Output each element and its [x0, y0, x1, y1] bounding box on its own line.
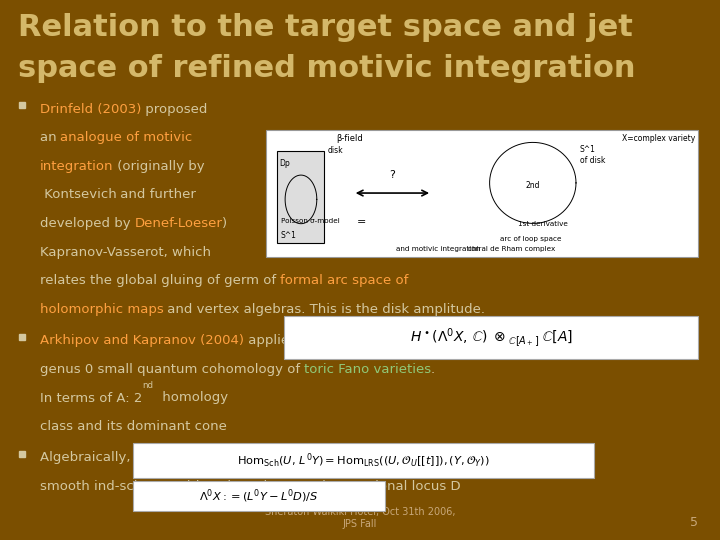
Text: relates the global gluing of germ of: relates the global gluing of germ of: [40, 274, 280, 287]
Text: Arkhipov and Kapranov (2004): Arkhipov and Kapranov (2004): [40, 334, 243, 347]
Text: class and its dominant cone: class and its dominant cone: [40, 420, 227, 433]
Text: ind-scheme with toric action S and exceptional locus D: ind-scheme with toric action S and excep…: [94, 480, 460, 493]
Text: holomorphic maps: holomorphic maps: [40, 303, 163, 316]
Text: analogue of motivic: analogue of motivic: [60, 131, 193, 144]
Text: formal arc space of: formal arc space of: [280, 274, 408, 287]
Text: 1st derivative: 1st derivative: [518, 221, 568, 227]
Text: integration: integration: [40, 160, 113, 173]
Text: Kontsevich: Kontsevich: [40, 188, 117, 201]
Bar: [284, 316, 698, 359]
Text: developed by: developed by: [40, 217, 135, 230]
Text: =: =: [356, 217, 366, 227]
Text: smooth: smooth: [40, 480, 94, 493]
Text: Relation to the target space and jet: Relation to the target space and jet: [18, 14, 633, 43]
Bar: [277, 151, 324, 243]
Text: 5: 5: [690, 516, 698, 529]
Text: Algebraically, it is described by: Algebraically, it is described by: [40, 451, 253, 464]
Bar: [133, 443, 594, 478]
Text: .: .: [431, 363, 435, 376]
Text: homology: homology: [158, 392, 228, 404]
Text: Dp: Dp: [279, 159, 290, 168]
Text: (originally by: (originally by: [113, 160, 204, 173]
Bar: [266, 130, 698, 256]
Bar: [133, 481, 385, 511]
Text: toric Fano varieties: toric Fano varieties: [304, 363, 431, 376]
Text: arc of loop space: arc of loop space: [500, 236, 562, 242]
Text: Poisson σ-model: Poisson σ-model: [281, 218, 340, 224]
Text: space of refined motivic integration: space of refined motivic integration: [18, 54, 636, 83]
Text: of formally: of formally: [424, 451, 500, 464]
Text: disk: disk: [328, 146, 343, 155]
Text: Kapranov-Vasserot, which: Kapranov-Vasserot, which: [40, 246, 210, 259]
Text: of disk: of disk: [580, 156, 605, 165]
Text: Denef-Loeser: Denef-Loeser: [135, 217, 222, 230]
Text: $\Lambda^0 X:=(L^0Y-L^0D)/S$: $\Lambda^0 X:=(L^0Y-L^0D)/S$: [199, 487, 319, 505]
Text: applied this method to compute the: applied this method to compute the: [243, 334, 489, 347]
Text: Sheraton Waikiki Hotel, Oct 31th 2006,
JPS Fall: Sheraton Waikiki Hotel, Oct 31th 2006, J…: [265, 507, 455, 529]
Text: $\mathrm{Hom}_{\mathrm{Sch}}(U,\,L^0Y)=\mathrm{Hom}_{\mathrm{LRS}}((U,\mathcal{O: $\mathrm{Hom}_{\mathrm{Sch}}(U,\,L^0Y)=\…: [238, 451, 490, 470]
Text: 2nd: 2nd: [526, 181, 540, 190]
Text: proposed: proposed: [141, 103, 207, 116]
Text: β-field: β-field: [336, 134, 363, 143]
Text: and vertex algebras. This is the disk amplitude.: and vertex algebras. This is the disk am…: [163, 303, 485, 316]
Text: and further: and further: [117, 188, 197, 201]
Text: and motivic integration: and motivic integration: [396, 246, 480, 252]
Text: In terms of A: 2: In terms of A: 2: [40, 392, 142, 404]
Text: ?: ?: [390, 170, 395, 179]
Text: an: an: [40, 131, 60, 144]
Text: nd: nd: [142, 381, 153, 390]
Text: genus 0 small quantum cohomology of: genus 0 small quantum cohomology of: [40, 363, 304, 376]
Text: the representable functor: the representable functor: [253, 451, 424, 464]
Text: S^1: S^1: [281, 231, 297, 240]
Text: X=complex variety: X=complex variety: [621, 134, 695, 143]
Text: $H^\bullet(\Lambda^0 X,\,\mathbb{C})\;\otimes_{\mathbb{C}[A_+]}\;\mathbb{C}[A]$: $H^\bullet(\Lambda^0 X,\,\mathbb{C})\;\o…: [410, 326, 573, 349]
Text: ): ): [222, 217, 228, 230]
Text: Drinfeld (2003): Drinfeld (2003): [40, 103, 141, 116]
Text: S^1: S^1: [580, 145, 595, 154]
Text: chiral de Rham complex: chiral de Rham complex: [468, 246, 555, 252]
